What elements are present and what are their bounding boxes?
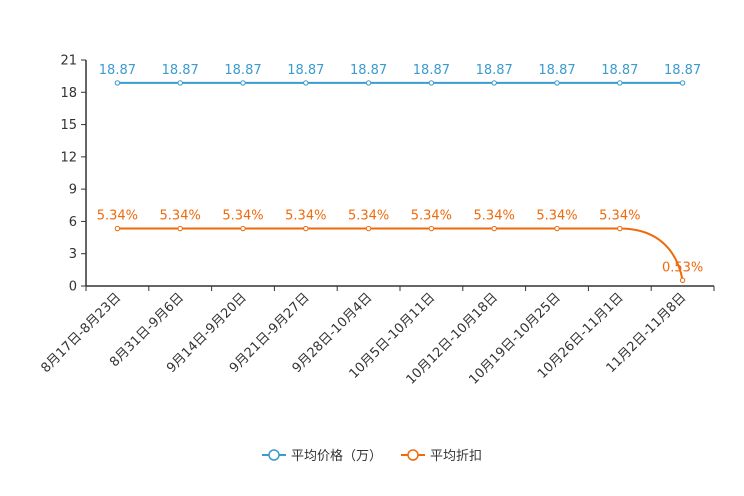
data-point[interactable] — [114, 225, 121, 232]
legend-label: 平均价格（万） — [291, 448, 382, 464]
data-label: 5.34% — [474, 209, 515, 224]
data-label: 5.34% — [411, 209, 452, 224]
data-label: 0.53% — [662, 260, 703, 275]
data-label: 5.34% — [285, 209, 326, 224]
data-label: 5.34% — [599, 209, 640, 224]
data-point[interactable] — [428, 225, 435, 232]
legend[interactable]: 平均价格（万） 平均折扣 — [262, 448, 482, 464]
data-label: 18.87 — [287, 63, 324, 78]
legend-marker — [268, 449, 280, 461]
data-point[interactable] — [177, 80, 183, 86]
data-point[interactable] — [365, 225, 372, 232]
y-tick-label: 3 — [69, 247, 77, 262]
data-point[interactable] — [554, 80, 560, 86]
data-label: 18.87 — [538, 63, 575, 78]
y-tick-label: 0 — [69, 280, 77, 295]
data-point[interactable] — [491, 80, 497, 86]
data-point[interactable] — [679, 80, 686, 86]
data-label: 18.87 — [413, 63, 450, 78]
data-point[interactable] — [428, 80, 435, 86]
data-label: 5.34% — [97, 209, 138, 224]
series-layer: 18.87 18.87 18.87 18.87 18.87 18.87 18.87 18.87… — [97, 63, 703, 283]
legend-label: 平均折扣 — [430, 449, 482, 464]
legend-marker — [407, 449, 419, 461]
data-point[interactable] — [554, 225, 560, 232]
y-tick-label: 18 — [60, 86, 77, 101]
data-point[interactable] — [679, 277, 686, 283]
data-label: 5.34% — [160, 209, 201, 224]
data-point[interactable] — [303, 225, 309, 232]
y-tick-label: 15 — [60, 118, 77, 133]
data-point[interactable] — [491, 225, 497, 232]
legend-item-1[interactable]: 平均价格（万） — [262, 448, 382, 464]
y-tick-label: 9 — [69, 183, 77, 198]
data-label: 18.87 — [99, 63, 136, 78]
y-tick-label: 6 — [69, 215, 77, 230]
data-point[interactable] — [365, 80, 372, 86]
data-label: 18.87 — [224, 63, 261, 78]
data-point[interactable] — [617, 225, 623, 232]
data-label: 18.87 — [664, 63, 701, 78]
series-2: 5.34% 5.34% 5.34% 5.34% 5.34% 5.34% 5.34% 5.34%… — [97, 209, 703, 283]
data-point[interactable] — [240, 80, 246, 86]
data-label: 18.87 — [162, 63, 199, 78]
data-point[interactable] — [617, 80, 623, 86]
data-point[interactable] — [240, 225, 246, 232]
data-label: 5.34% — [348, 209, 389, 224]
data-point[interactable] — [114, 80, 121, 86]
legend-item-2[interactable]: 平均折扣 — [401, 449, 482, 464]
data-label: 5.34% — [222, 209, 263, 224]
y-tick-label: 21 — [60, 54, 77, 69]
series-1: 18.87 18.87 18.87 18.87 18.87 18.87 18.87 18.87… — [99, 63, 701, 86]
data-point[interactable] — [303, 80, 309, 86]
series-line — [117, 227, 684, 281]
data-label: 18.87 — [601, 63, 638, 78]
y-tick-label: 12 — [60, 150, 77, 165]
data-label: 18.87 — [350, 63, 387, 78]
data-label: 18.87 — [476, 63, 513, 78]
data-point[interactable] — [177, 225, 183, 232]
data-label: 5.34% — [536, 209, 577, 224]
